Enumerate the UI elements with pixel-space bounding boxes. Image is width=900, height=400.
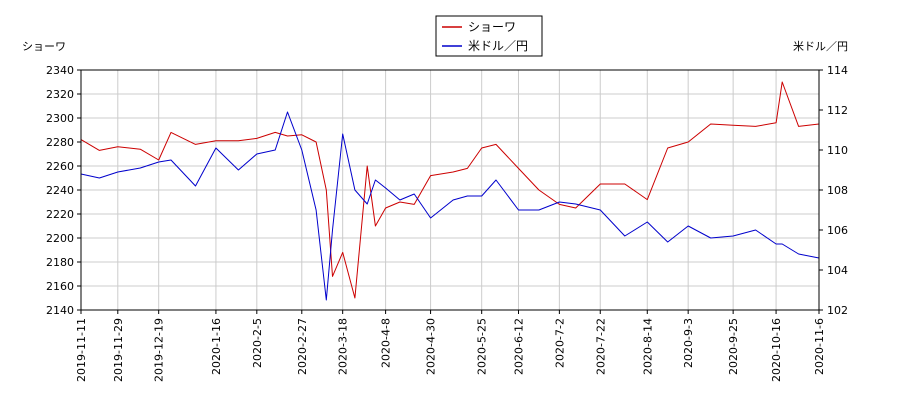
left-tick-label: 2300 bbox=[46, 112, 74, 125]
left-tick-label: 2180 bbox=[46, 256, 74, 269]
legend-label-usdjpy: 米ドル／円 bbox=[468, 39, 528, 53]
x-tick-label: 2020-6-12 bbox=[512, 318, 525, 375]
x-tick-label: 2020-9-25 bbox=[727, 318, 740, 375]
x-tick-label: 2019-11-11 bbox=[75, 318, 88, 382]
right-tick-label: 112 bbox=[827, 104, 848, 117]
right-tick-label: 114 bbox=[827, 64, 848, 77]
x-tick-label: 2020-10-16 bbox=[770, 318, 783, 382]
x-tick-label: 2020-11-6 bbox=[813, 318, 826, 375]
left-tick-label: 2260 bbox=[46, 160, 74, 173]
x-tick-label: 2020-2-5 bbox=[251, 318, 264, 368]
left-tick-label: 2160 bbox=[46, 280, 74, 293]
x-tick-label: 2020-3-18 bbox=[337, 318, 350, 375]
plot-lines bbox=[80, 81, 820, 301]
x-tick-label: 2020-4-30 bbox=[425, 318, 438, 375]
right-tick-label: 102 bbox=[827, 304, 848, 317]
left-tick-label: 2320 bbox=[46, 88, 74, 101]
left-axis-title: ショーワ bbox=[22, 40, 66, 53]
left-tick-label: 2280 bbox=[46, 136, 74, 149]
x-tick-label: 2020-7-2 bbox=[553, 318, 566, 368]
right-tick-label: 106 bbox=[827, 224, 848, 237]
series-line-showa bbox=[80, 81, 820, 299]
grid bbox=[80, 69, 820, 311]
left-tick-label: 2340 bbox=[46, 64, 74, 77]
left-tick-label: 2140 bbox=[46, 304, 74, 317]
right-tick-label: 110 bbox=[827, 144, 848, 157]
x-tick-label: 2020-9-3 bbox=[682, 318, 695, 368]
x-tick-label: 2020-8-14 bbox=[641, 318, 654, 375]
left-tick-label: 2220 bbox=[46, 208, 74, 221]
x-tick-label: 2020-1-16 bbox=[210, 318, 223, 375]
x-axis: 2019-11-11 2019-11-29 2019-12-19 2020-1-16 2… bbox=[75, 310, 826, 382]
legend-box bbox=[435, 15, 543, 57]
legend: ショーワ 米ドル／円 bbox=[435, 15, 543, 57]
x-tick-label: 2020-5-25 bbox=[476, 318, 489, 375]
x-tick-label: 2020-7-22 bbox=[594, 318, 607, 375]
x-tick-label: 2020-2-27 bbox=[296, 318, 309, 375]
right-axis-title: 米ドル／円 bbox=[793, 40, 848, 53]
left-tick-label: 2240 bbox=[46, 184, 74, 197]
x-tick-label: 2019-11-29 bbox=[112, 318, 125, 382]
series-line-usdjpy bbox=[80, 111, 820, 301]
right-tick-label: 104 bbox=[827, 264, 848, 277]
left-tick-label: 2200 bbox=[46, 232, 74, 245]
left-axis: 2140 2160 2180 2200 2220 2240 2260 2280 2300 2320… bbox=[46, 64, 81, 317]
x-tick-label: 2019-12-19 bbox=[153, 318, 166, 382]
right-tick-label: 108 bbox=[827, 184, 848, 197]
right-axis: 102 104 106 108 110 112 114 bbox=[819, 64, 848, 317]
x-tick-label: 2020-4-8 bbox=[380, 318, 393, 368]
legend-label-showa: ショーワ bbox=[468, 20, 516, 34]
